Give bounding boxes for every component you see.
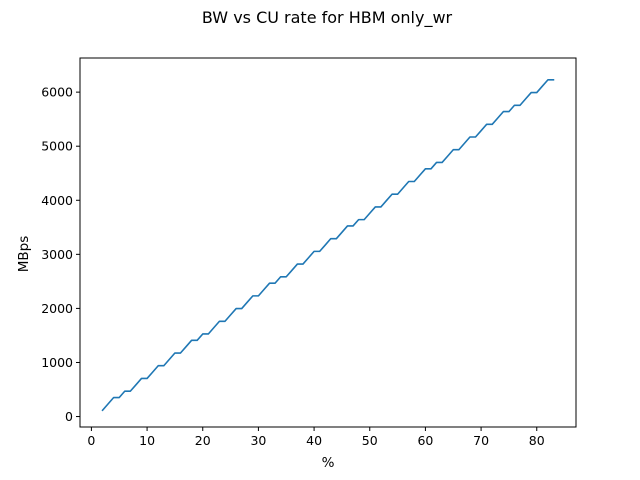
x-tick-label: 50 <box>362 433 378 448</box>
series-layer <box>101 79 555 412</box>
x-tick-label: 30 <box>250 433 266 448</box>
y-tick-label: 6000 <box>41 85 73 100</box>
plot-area: 0 10 20 30 40 50 60 70 80 0 1000 2000 3000 4000 5000 6… <box>41 57 577 448</box>
x-axis-label: % <box>322 455 335 471</box>
y-tick-label: 2000 <box>41 301 73 316</box>
x-axis: 0 10 20 30 40 50 60 70 80 <box>87 427 545 448</box>
x-tick-label: 0 <box>87 433 95 448</box>
axes-frame <box>79 57 577 428</box>
y-tick-label: 5000 <box>41 139 73 154</box>
y-tick-label: 4000 <box>41 193 73 208</box>
y-tick-label: 0 <box>65 409 73 424</box>
x-tick-label: 20 <box>195 433 211 448</box>
x-tick-label: 40 <box>306 433 322 448</box>
x-tick-label: 70 <box>473 433 489 448</box>
y-tick-label: 1000 <box>41 355 73 370</box>
x-tick-label: 10 <box>139 433 155 448</box>
y-axis-label: MBps <box>16 236 32 273</box>
y-tick-label: 3000 <box>41 247 73 262</box>
series-line <box>101 79 555 412</box>
chart-title: BW vs CU rate for HBM only_wr <box>202 8 453 28</box>
x-tick-label: 60 <box>417 433 433 448</box>
y-axis: 0 1000 2000 3000 4000 5000 6000 <box>41 85 80 424</box>
x-tick-label: 80 <box>529 433 545 448</box>
